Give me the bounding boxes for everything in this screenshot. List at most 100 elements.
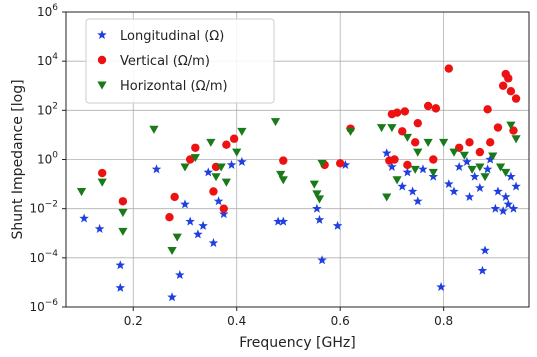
data-point — [429, 155, 438, 164]
data-point — [402, 133, 413, 142]
data-point — [213, 196, 224, 206]
data-point — [203, 167, 214, 177]
data-point — [167, 292, 177, 302]
data-point — [508, 203, 519, 213]
data-point — [191, 143, 200, 152]
data-point — [317, 255, 327, 265]
data-point — [423, 138, 433, 147]
data-point — [449, 148, 459, 157]
data-point — [185, 216, 195, 226]
data-point — [483, 105, 492, 114]
data-point — [151, 164, 162, 174]
data-point — [410, 165, 420, 174]
y-tick-label: 10−6 — [29, 298, 58, 314]
data-point — [444, 179, 454, 189]
data-point — [278, 216, 289, 226]
data-point — [206, 138, 216, 147]
data-point — [500, 191, 511, 201]
data-point — [167, 246, 177, 256]
legend-marker — [97, 81, 107, 90]
data-point — [459, 151, 469, 160]
data-point — [185, 155, 195, 164]
data-point — [413, 196, 423, 206]
data-point — [276, 170, 286, 179]
data-point — [485, 154, 495, 164]
data-point — [465, 138, 474, 147]
data-point — [209, 187, 218, 196]
data-point — [490, 203, 501, 213]
legend-box — [85, 18, 275, 104]
data-point — [221, 178, 231, 187]
x-tick-label: 0.4 — [227, 314, 246, 328]
data-point — [149, 125, 159, 134]
data-point — [511, 135, 521, 144]
data-point — [279, 156, 288, 165]
data-point — [402, 167, 413, 177]
data-point — [410, 138, 420, 147]
data-point — [511, 181, 521, 191]
data-point — [428, 168, 438, 177]
data-point — [495, 163, 506, 172]
data-point — [467, 165, 477, 174]
data-point — [503, 199, 514, 209]
data-point — [232, 148, 242, 157]
data-point — [418, 164, 428, 174]
data-point — [381, 148, 392, 158]
legend-label: Horizontal (Ω/m) — [120, 79, 228, 94]
data-point — [493, 123, 503, 132]
y-tick-label: 104 — [37, 52, 58, 68]
data-point — [444, 64, 454, 73]
legend-label: Vertical (Ω/m) — [120, 54, 210, 69]
legend-label: Longitudinal (Ω) — [120, 29, 224, 44]
data-point — [273, 216, 283, 226]
data-point — [175, 270, 185, 280]
x-tick-label: 0.6 — [331, 314, 350, 328]
data-point — [222, 140, 231, 149]
data-point — [309, 180, 319, 189]
data-point — [332, 220, 343, 230]
data-point — [317, 159, 327, 168]
data-point — [413, 118, 422, 128]
axis-ticks: 0.2 0.4 0.6 0.8 10−6 10−4 10−2 100 102 104 106 — [29, 3, 453, 328]
data-point — [237, 127, 247, 136]
data-point — [335, 159, 345, 168]
data-points — [76, 64, 521, 302]
data-point — [226, 159, 237, 169]
data-point — [115, 282, 126, 292]
data-point — [511, 94, 521, 103]
data-point — [486, 138, 495, 147]
data-point — [398, 127, 407, 136]
data-point — [115, 260, 126, 270]
data-point — [477, 265, 488, 275]
data-point — [94, 223, 105, 233]
y-tick-label: 106 — [37, 3, 58, 19]
data-point — [382, 193, 392, 202]
data-point — [97, 178, 107, 187]
data-point — [431, 104, 441, 113]
data-point — [118, 227, 128, 236]
data-point — [340, 159, 351, 169]
data-point — [390, 155, 399, 164]
data-point — [482, 164, 493, 174]
legend-marker — [97, 55, 107, 65]
data-point — [475, 147, 485, 157]
data-point — [501, 168, 511, 177]
data-point — [469, 171, 480, 181]
data-point — [397, 181, 408, 191]
y-tick-label: 100 — [37, 151, 58, 167]
data-point — [403, 160, 412, 170]
data-point — [387, 124, 397, 133]
data-point — [190, 154, 200, 163]
data-point — [118, 209, 128, 218]
data-point — [436, 282, 446, 292]
data-point — [506, 171, 516, 181]
data-point — [198, 220, 208, 230]
data-point — [208, 238, 219, 248]
data-point — [219, 204, 228, 213]
data-point — [439, 138, 449, 147]
x-tick-label: 0.8 — [434, 314, 453, 328]
data-point — [237, 156, 247, 166]
data-point — [278, 176, 288, 185]
data-point — [475, 163, 485, 172]
